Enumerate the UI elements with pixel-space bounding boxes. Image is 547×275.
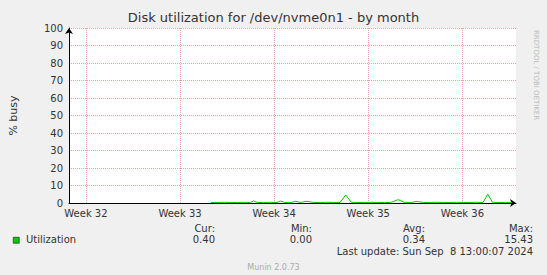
svg-text:20: 20 bbox=[50, 163, 63, 174]
svg-text:Cur:: Cur: bbox=[194, 223, 215, 234]
svg-text:Avg:: Avg: bbox=[403, 223, 425, 234]
svg-text:RRDTOOL / TOBI OETIKER: RRDTOOL / TOBI OETIKER bbox=[532, 30, 540, 120]
svg-text:Munin 2.0.73: Munin 2.0.73 bbox=[247, 263, 299, 272]
svg-text:30: 30 bbox=[50, 145, 63, 156]
svg-text:100: 100 bbox=[44, 23, 63, 34]
svg-text:Week 32: Week 32 bbox=[64, 208, 107, 219]
svg-text:60: 60 bbox=[50, 93, 63, 104]
svg-text:Week 33: Week 33 bbox=[158, 208, 201, 219]
svg-text:15.43: 15.43 bbox=[504, 234, 533, 245]
svg-text:10: 10 bbox=[50, 180, 63, 191]
svg-text:Min:: Min: bbox=[291, 223, 312, 234]
svg-text:Last update: Sun Sep 8 13:00:: Last update: Sun Sep 8 13:00:07 2024 bbox=[337, 246, 533, 257]
svg-text:Max:: Max: bbox=[509, 223, 533, 234]
svg-text:Week 34: Week 34 bbox=[252, 208, 295, 219]
svg-text:Week 36: Week 36 bbox=[441, 208, 484, 219]
svg-text:40: 40 bbox=[50, 128, 63, 139]
svg-text:0.34: 0.34 bbox=[403, 234, 425, 245]
svg-text:Week 35: Week 35 bbox=[347, 208, 390, 219]
svg-text:80: 80 bbox=[50, 58, 63, 69]
svg-text:0.40: 0.40 bbox=[193, 234, 215, 245]
svg-text:Utilization: Utilization bbox=[26, 234, 76, 245]
svg-text:0.00: 0.00 bbox=[290, 234, 312, 245]
svg-text:50: 50 bbox=[50, 110, 63, 121]
svg-text:70: 70 bbox=[50, 75, 63, 86]
svg-text:Disk utilization for /dev/nvme: Disk utilization for /dev/nvme0n1 - by m… bbox=[128, 10, 419, 25]
svg-text:0: 0 bbox=[57, 198, 63, 209]
svg-text:90: 90 bbox=[50, 40, 63, 51]
svg-text:% busy: % busy bbox=[7, 95, 20, 136]
